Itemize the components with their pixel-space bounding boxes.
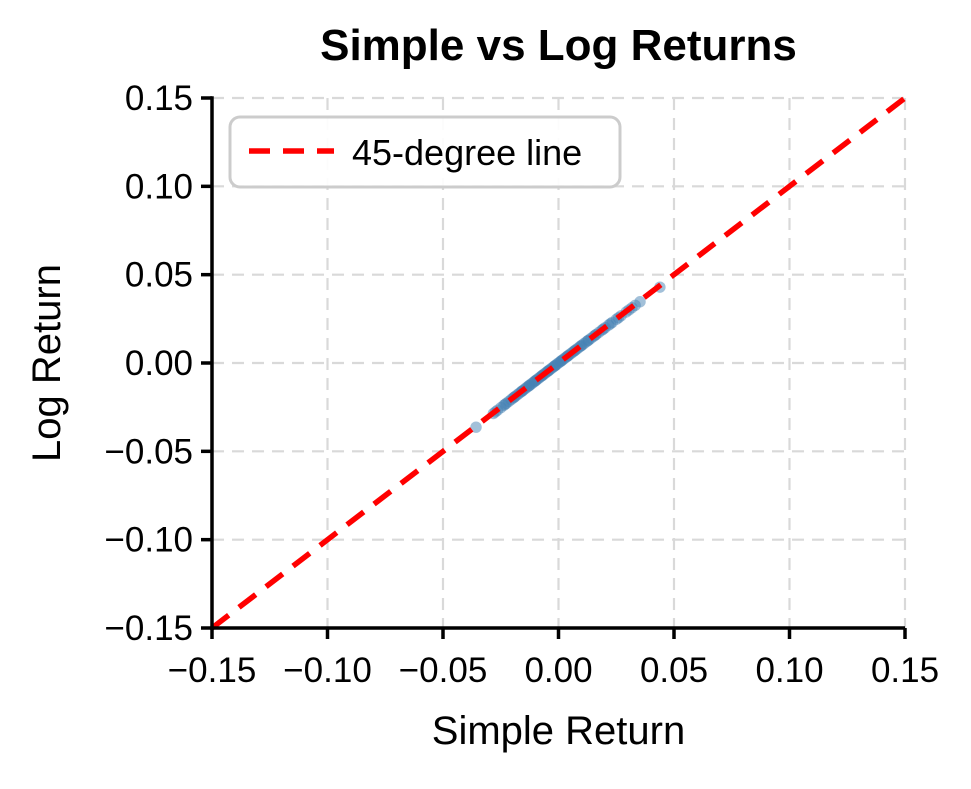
chart-title: Simple vs Log Returns <box>320 21 797 70</box>
x-tick-label: 0.15 <box>871 651 939 690</box>
legend: 45-degree line <box>228 115 622 189</box>
scatter-point <box>634 296 646 308</box>
x-tick-label: 0.10 <box>755 651 823 690</box>
legend-label: 45-degree line <box>352 132 582 173</box>
y-tick-label: −0.15 <box>104 609 193 648</box>
y-tick-label: −0.10 <box>104 521 193 560</box>
legend-box <box>228 115 622 189</box>
x-tick-label: −0.05 <box>399 651 488 690</box>
x-tick-label: −0.15 <box>168 651 257 690</box>
y-tick-label: 0.10 <box>125 167 193 206</box>
y-axis-label: Log Return <box>25 264 69 462</box>
scatter-point <box>470 421 482 433</box>
y-tick-label: 0.15 <box>125 79 193 118</box>
diagonal-line <box>210 95 907 631</box>
y-tick-label: 0.00 <box>125 344 193 383</box>
y-tick-label: −0.05 <box>104 432 193 471</box>
forty-five-degree-line <box>210 95 907 631</box>
axes: −0.15 −0.10 −0.05 0.00 0.05 0.10 0.15 −0.15 −0.1… <box>104 79 939 690</box>
x-axis-label: Simple Return <box>432 709 685 753</box>
x-tick-label: 0.05 <box>640 651 708 690</box>
x-tick-label: 0.00 <box>524 651 592 690</box>
y-tick-label: 0.05 <box>125 256 193 295</box>
x-tick-label: −0.10 <box>283 651 372 690</box>
